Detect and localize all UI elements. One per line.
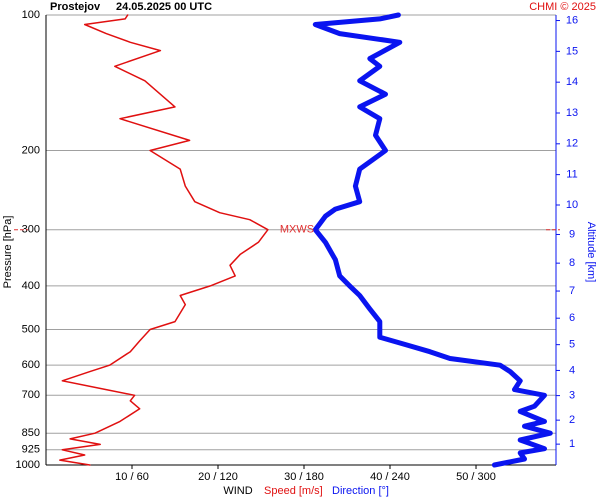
- y-tick-label: 200: [22, 144, 40, 156]
- y2-tick-label: 2: [569, 414, 575, 426]
- y2-tick-label: 10: [566, 199, 578, 211]
- x-tick-label: 10 / 60: [115, 471, 149, 483]
- y2-tick-label: 12: [566, 138, 578, 150]
- y-tick-label: 400: [22, 280, 40, 292]
- y2-tick-label: 6: [569, 312, 575, 324]
- y-tick-label: 700: [22, 389, 40, 401]
- y2-tick-label: 3: [569, 390, 575, 402]
- y-tick-label: 850: [22, 427, 40, 439]
- x-tick-label: 50 / 300: [456, 471, 496, 483]
- y-tick-label: 600: [22, 359, 40, 371]
- chart-subtitle: 24.05.2025 00 UTC: [116, 1, 212, 13]
- x-axis-label: WIND: [223, 485, 252, 497]
- annotation-label: MXWS: [280, 224, 314, 236]
- y2-axis-label: Altitude [km]: [585, 222, 597, 283]
- y2-tick-label: 9: [569, 228, 575, 240]
- x-tick-label: 20 / 120: [198, 471, 238, 483]
- chart-title: Prostejov: [50, 1, 101, 13]
- y2-tick-label: 5: [569, 339, 575, 351]
- y-tick-label: 925: [22, 444, 40, 456]
- profile-line: [59, 14, 269, 466]
- y2-tick-label: 14: [566, 76, 578, 88]
- y-tick-label: 300: [22, 224, 40, 236]
- y-tick-label: 100: [22, 9, 40, 21]
- y2-tick-label: 11: [566, 169, 577, 181]
- y2-tick-label: 4: [569, 364, 575, 376]
- profile-line: [312, 12, 553, 468]
- legend-entry: Direction [°]: [332, 485, 389, 497]
- y-axis-label: Pressure [hPa]: [2, 216, 14, 289]
- y-tick-label: 1000: [16, 459, 40, 471]
- y2-tick-label: 1: [569, 438, 575, 450]
- y2-tick-label: 13: [566, 107, 578, 119]
- credit: CHMI © 2025: [529, 1, 596, 13]
- y2-tick-label: 16: [566, 14, 578, 26]
- y2-tick-label: 8: [569, 257, 575, 269]
- y-tick-label: 500: [22, 323, 40, 335]
- x-tick-label: 40 / 240: [370, 471, 410, 483]
- legend-entry: Speed [m/s]: [264, 485, 323, 497]
- y2-tick-label: 7: [569, 285, 575, 297]
- x-tick-label: 30 / 180: [284, 471, 324, 483]
- y2-tick-label: 15: [566, 45, 578, 57]
